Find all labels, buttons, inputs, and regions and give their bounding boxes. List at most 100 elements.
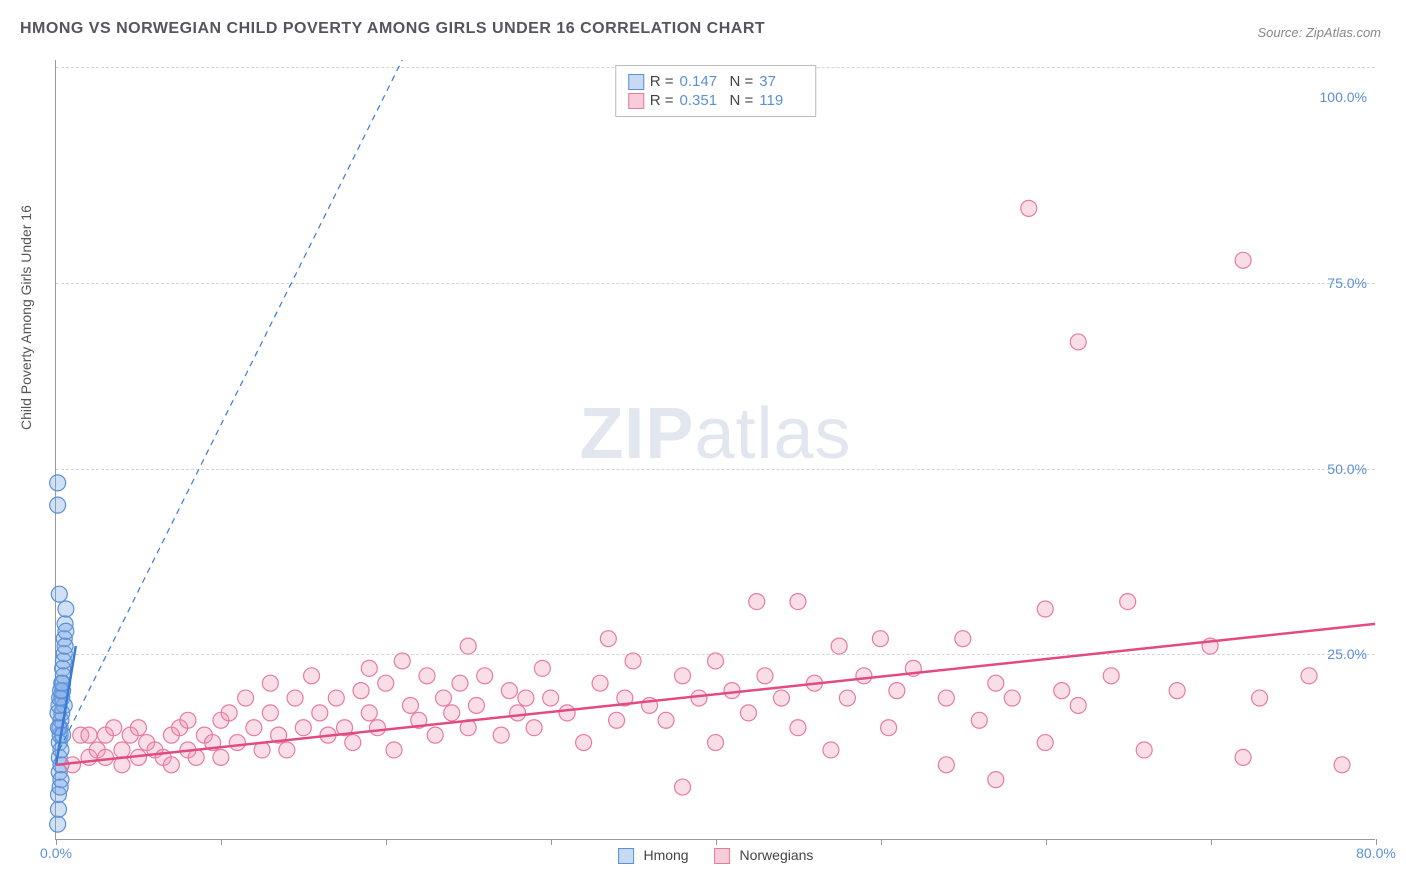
data-point — [106, 720, 122, 736]
data-point — [740, 705, 756, 721]
data-point — [130, 720, 146, 736]
data-point — [1252, 690, 1268, 706]
data-point — [394, 653, 410, 669]
legend-label-hmong: Hmong — [643, 847, 688, 863]
data-point — [262, 675, 278, 691]
data-point — [526, 720, 542, 736]
data-point — [435, 690, 451, 706]
data-point — [221, 705, 237, 721]
data-point — [872, 631, 888, 647]
data-point — [675, 668, 691, 684]
data-point — [1037, 601, 1053, 617]
data-point — [889, 683, 905, 699]
legend-item-norwegians: Norwegians — [714, 847, 814, 864]
xtick-label: 0.0% — [40, 845, 72, 861]
data-point — [295, 720, 311, 736]
data-point — [361, 660, 377, 676]
data-point — [58, 623, 74, 639]
data-point — [477, 668, 493, 684]
data-point — [773, 690, 789, 706]
data-point — [1021, 200, 1037, 216]
data-point — [427, 727, 443, 743]
swatch-norwegians-icon — [628, 93, 644, 109]
data-point — [625, 653, 641, 669]
data-point — [452, 675, 468, 691]
data-point — [1103, 668, 1119, 684]
data-point — [386, 742, 402, 758]
data-point — [493, 727, 509, 743]
data-point — [402, 697, 418, 713]
data-point — [361, 705, 377, 721]
legend-swatch-norwegians-icon — [714, 848, 730, 864]
data-point — [188, 749, 204, 765]
n-value-hmong: 37 — [759, 73, 803, 90]
data-point — [50, 816, 66, 832]
data-point — [312, 705, 328, 721]
data-point — [600, 631, 616, 647]
data-point — [1169, 683, 1185, 699]
data-point — [988, 772, 1004, 788]
data-point — [238, 690, 254, 706]
data-point — [592, 675, 608, 691]
data-point — [58, 601, 74, 617]
data-point — [1235, 749, 1251, 765]
data-point — [246, 720, 262, 736]
data-point — [460, 638, 476, 654]
data-point — [724, 683, 740, 699]
data-point — [1070, 334, 1086, 350]
data-point — [543, 690, 559, 706]
data-point — [938, 690, 954, 706]
data-point — [856, 668, 872, 684]
xtick-label: 80.0% — [1356, 845, 1396, 861]
data-point — [1070, 697, 1086, 713]
data-point — [229, 735, 245, 751]
data-point — [708, 735, 724, 751]
data-point — [938, 757, 954, 773]
data-point — [54, 675, 70, 691]
data-point — [50, 475, 66, 491]
data-point — [823, 742, 839, 758]
data-point — [345, 735, 361, 751]
data-point — [749, 594, 765, 610]
data-point — [262, 705, 278, 721]
n-value-norwegians: 119 — [759, 92, 803, 109]
legend: Hmong Norwegians — [618, 847, 814, 864]
data-point — [279, 742, 295, 758]
data-point — [534, 660, 550, 676]
data-point — [1334, 757, 1350, 773]
data-point — [328, 690, 344, 706]
data-point — [180, 712, 196, 728]
data-point — [1037, 735, 1053, 751]
data-point — [353, 683, 369, 699]
data-point — [955, 631, 971, 647]
swatch-hmong-icon — [628, 74, 644, 90]
data-point — [1004, 690, 1020, 706]
trendline-extension — [59, 60, 402, 750]
data-point — [559, 705, 575, 721]
data-point — [501, 683, 517, 699]
data-point — [971, 712, 987, 728]
data-point — [51, 586, 67, 602]
data-point — [658, 712, 674, 728]
data-point — [114, 742, 130, 758]
plot-area: ZIPatlas 25.0%50.0%75.0%100.0% 0.0%80.0%… — [55, 60, 1375, 840]
chart-svg — [56, 60, 1375, 839]
data-point — [1120, 594, 1136, 610]
data-point — [81, 727, 97, 743]
data-point — [1301, 668, 1317, 684]
data-point — [52, 779, 68, 795]
data-point — [675, 779, 691, 795]
data-point — [831, 638, 847, 654]
data-point — [790, 720, 806, 736]
r-value-hmong: 0.147 — [680, 73, 724, 90]
data-point — [576, 735, 592, 751]
data-point — [468, 697, 484, 713]
data-point — [757, 668, 773, 684]
source-attribution: Source: ZipAtlas.com — [1257, 25, 1381, 40]
data-point — [518, 690, 534, 706]
data-point — [213, 749, 229, 765]
data-point — [881, 720, 897, 736]
legend-item-hmong: Hmong — [618, 847, 689, 864]
data-point — [510, 705, 526, 721]
data-point — [53, 742, 69, 758]
